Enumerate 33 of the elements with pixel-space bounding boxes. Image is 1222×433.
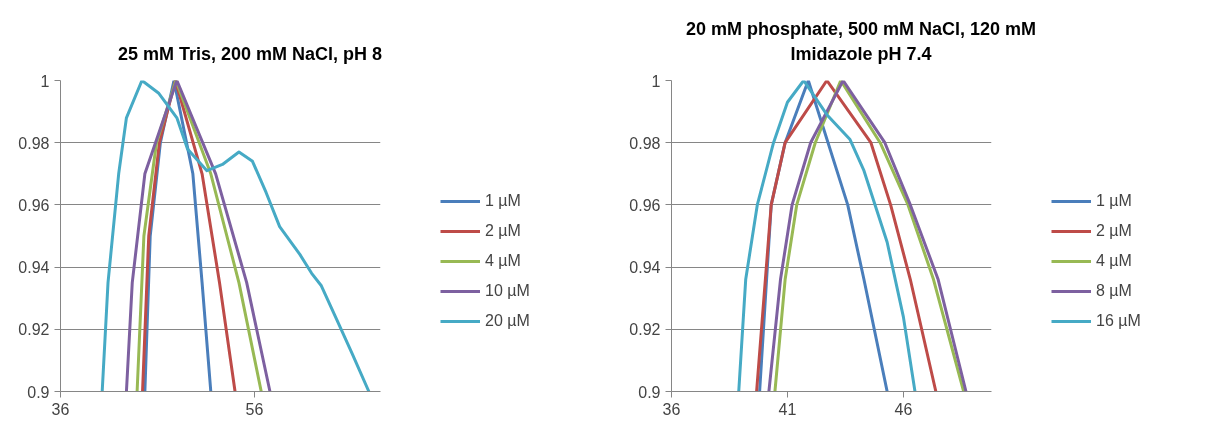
legend-label: 4 µM bbox=[1096, 252, 1132, 270]
legend-label: 2 µM bbox=[1096, 222, 1132, 240]
legend-label: 2 µM bbox=[485, 222, 521, 240]
y-tick-label: 0.96 bbox=[629, 196, 661, 214]
legend-label: 1 µM bbox=[1096, 192, 1132, 210]
chart-title: 25 mM Tris, 200 mM NaCl, pH 8 bbox=[117, 43, 383, 67]
legend-label: 1 µM bbox=[485, 192, 521, 210]
line-series bbox=[141, 80, 237, 392]
y-tick-label: 0.92 bbox=[629, 321, 661, 339]
legend-label: 20 µM bbox=[485, 312, 530, 330]
x-tick-label: 56 bbox=[245, 400, 264, 418]
line-series bbox=[100, 80, 371, 392]
y-tick-label: 1 bbox=[40, 72, 50, 90]
line-series bbox=[755, 80, 938, 392]
legend-label: 8 µM bbox=[1096, 282, 1132, 300]
x-tick-label: 41 bbox=[778, 400, 797, 418]
y-tick-label: 0.9 bbox=[638, 383, 661, 401]
y-tick-label: 0.96 bbox=[18, 196, 50, 214]
legend-label: 4 µM bbox=[485, 252, 521, 270]
legend-label: 16 µM bbox=[1096, 312, 1141, 330]
y-tick-label: 0.92 bbox=[18, 321, 50, 339]
y-tick-label: 1 bbox=[651, 72, 661, 90]
line-series bbox=[737, 80, 917, 392]
legend-label: 10 µM bbox=[485, 282, 530, 300]
x-tick-label: 36 bbox=[662, 400, 681, 418]
chart-title: 20 mM phosphate, 500 mM NaCl, 120 mM Imidazole pH 7.4 bbox=[684, 17, 1038, 67]
x-tick-label: 46 bbox=[894, 400, 913, 418]
y-tick-label: 0.98 bbox=[18, 134, 50, 152]
y-tick-label: 0.9 bbox=[27, 383, 50, 401]
y-tick-label: 0.94 bbox=[629, 259, 661, 277]
y-tick-label: 0.98 bbox=[629, 134, 661, 152]
x-tick-label: 36 bbox=[51, 400, 70, 418]
y-tick-label: 0.94 bbox=[18, 259, 50, 277]
